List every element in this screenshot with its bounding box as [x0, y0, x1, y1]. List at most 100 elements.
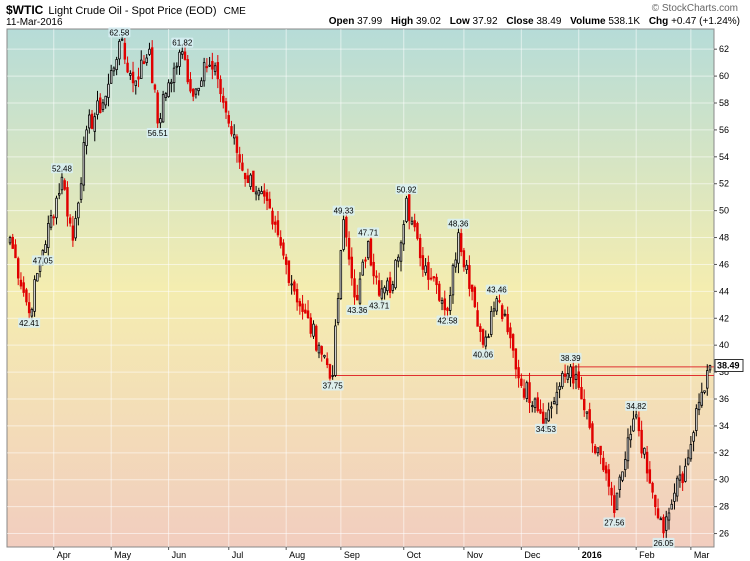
candle-body	[678, 474, 682, 481]
y-axis: 26 28 30 32 34 36 38 40 42 44 46 48 50 52 54 56 58 60 62	[714, 44, 729, 539]
candle-body	[375, 275, 378, 278]
x-tick-label: Aug	[289, 550, 305, 560]
candle-body	[109, 70, 113, 84]
candle-body	[85, 129, 88, 146]
price-stats: Open 37.99 High 39.02 Low 37.92 Close 38…	[323, 16, 740, 27]
candles	[8, 33, 712, 542]
candle-body	[279, 237, 282, 246]
candle-body	[118, 40, 121, 60]
candle-body	[511, 334, 515, 351]
grid	[7, 29, 714, 547]
candle-body	[265, 192, 269, 201]
candle-body	[49, 215, 53, 228]
candle-body	[402, 224, 405, 245]
candle-body	[52, 216, 55, 219]
candle-body	[517, 367, 520, 379]
annotation-box	[447, 218, 470, 229]
candle-body	[260, 191, 263, 195]
candle-body	[178, 51, 181, 67]
candle-body	[643, 447, 646, 455]
candle-body	[399, 242, 403, 262]
candle-body	[252, 170, 255, 193]
annotation-box	[50, 163, 73, 174]
candle-body	[572, 366, 575, 384]
candle-body	[181, 51, 184, 55]
candle-body	[47, 222, 50, 248]
chart-date: 11-Mar-2016	[6, 17, 63, 28]
y-tick-label: 28	[719, 502, 729, 512]
annotation-label: 62.58	[109, 28, 130, 37]
annotation-box	[625, 400, 648, 411]
annotation-box	[603, 517, 626, 528]
candle-body	[547, 409, 550, 422]
candle-body	[593, 446, 597, 454]
candle-body	[104, 95, 107, 106]
chart-title: $WTIC Light Crude Oil - Spot Price (EOD)…	[6, 3, 246, 17]
y-tick-label: 54	[719, 152, 729, 162]
candle-body	[454, 259, 457, 268]
candle-body	[580, 386, 583, 400]
copyright: © StockCharts.com	[651, 3, 738, 14]
candle-body	[216, 62, 220, 80]
annotation-box	[368, 300, 391, 311]
x-tick-label: Jun	[172, 550, 187, 560]
candle-body	[27, 302, 31, 314]
candle-body	[583, 398, 586, 411]
candle-body	[167, 82, 170, 98]
annotation-label: 47.05	[33, 256, 54, 265]
candle-body	[626, 437, 630, 462]
candle-body	[632, 418, 635, 432]
annotation-label: 34.82	[626, 402, 647, 411]
annotation-label: 43.36	[347, 306, 368, 315]
candle-body	[624, 459, 627, 471]
candle-body	[703, 390, 706, 393]
candle-body	[369, 238, 373, 266]
last-value-box	[714, 358, 744, 372]
candle-body	[490, 311, 493, 335]
candle-body	[397, 256, 400, 262]
candle-body	[569, 366, 572, 378]
candle-body	[194, 88, 198, 95]
candle-body	[388, 277, 392, 293]
last-value-text: 38.49	[717, 360, 740, 370]
candle-body	[68, 217, 72, 224]
candle-body	[449, 295, 452, 311]
candle-body	[140, 59, 143, 79]
candle-body	[254, 191, 258, 195]
candle-body	[405, 197, 408, 222]
candle-body	[607, 469, 611, 487]
candle-body	[443, 298, 446, 311]
close-value: 38.49	[536, 16, 562, 27]
candle-body	[304, 309, 307, 314]
candle-body	[33, 279, 36, 312]
candle-body	[440, 300, 444, 304]
candle-body	[134, 80, 137, 86]
candle-body	[539, 409, 542, 414]
annotation-label: 40.06	[473, 350, 494, 359]
annotation-box	[31, 255, 54, 266]
candle-body	[295, 289, 299, 303]
annotation-label: 52.48	[52, 164, 73, 173]
candle-body	[366, 241, 370, 259]
candle-body	[14, 244, 17, 259]
candle-body	[323, 355, 326, 358]
candle-body	[470, 284, 474, 292]
candle-body	[558, 385, 561, 391]
candle-body	[320, 346, 323, 355]
annotation-box	[332, 205, 355, 216]
annotation-box	[395, 184, 418, 195]
candle-body	[347, 237, 351, 260]
candle-body	[550, 406, 553, 409]
candle-body	[211, 61, 214, 70]
annotation-label: 61.82	[172, 39, 193, 48]
candle-body	[331, 375, 334, 377]
candle-body	[364, 259, 367, 262]
candle-body	[484, 336, 487, 347]
candle-body	[301, 303, 304, 312]
candle-body	[19, 279, 23, 287]
annotation-box	[559, 352, 582, 363]
x-tick-label: May	[114, 550, 132, 560]
candle-body	[659, 518, 662, 521]
candle-body	[356, 294, 359, 301]
